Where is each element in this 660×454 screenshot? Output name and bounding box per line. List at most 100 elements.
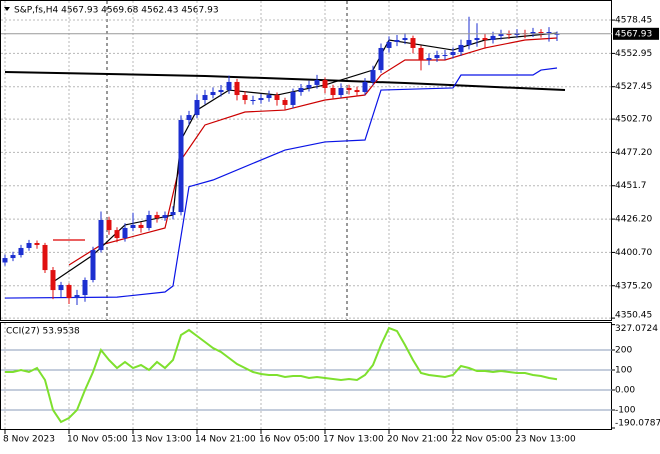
candle-body: [210, 92, 216, 96]
candle-body: [90, 250, 96, 280]
candle-body: [42, 244, 48, 271]
candle-body: [106, 219, 112, 231]
indicator-line: [4, 67, 558, 299]
x-tick-label: 13 Nov 13:00: [131, 435, 192, 445]
candle-body: [458, 44, 464, 53]
candle-body: [226, 81, 232, 91]
main-panel: [0, 0, 612, 321]
candle-body: [122, 227, 128, 239]
candle-body: [218, 90, 224, 93]
candle-body: [546, 32, 552, 34]
candle-body: [74, 295, 80, 299]
cci-title: CCI(27) 53.9538: [6, 327, 80, 337]
candle-body: [98, 219, 104, 251]
y-tick-label: 4502.70: [615, 115, 652, 125]
candle-body: [82, 279, 88, 296]
indicator-line: [68, 37, 558, 266]
candle-body: [162, 215, 168, 219]
candle-body: [354, 90, 360, 93]
candle-body: [10, 255, 16, 259]
candle-body: [402, 38, 408, 40]
x-tick-label: 23 Nov 13:00: [515, 435, 576, 445]
x-tick-label: 17 Nov 13:00: [323, 435, 384, 445]
candle-body: [154, 215, 160, 219]
y-tick-label: 4578.45: [615, 16, 652, 26]
candle-body: [114, 230, 120, 239]
candle-body: [50, 270, 56, 291]
candle-body: [266, 95, 272, 99]
candle-body: [306, 84, 312, 88]
y-tick-label: 4426.20: [615, 215, 652, 225]
candle-body: [18, 247, 24, 256]
candle-body: [258, 98, 264, 100]
y-tick-label: 4527.45: [615, 82, 652, 92]
candle-body: [298, 87, 304, 93]
candle-body: [58, 284, 64, 291]
candle-body: [378, 47, 384, 71]
candle-body: [34, 243, 40, 245]
y-tick-label: 4552.95: [615, 49, 652, 59]
y-tick-label: 327.0724: [615, 324, 658, 334]
candle-body: [170, 212, 176, 216]
candle-body: [474, 38, 480, 40]
x-tick-label: 8 Nov 2023: [3, 435, 55, 445]
candle-body: [290, 92, 296, 105]
candle-body: [26, 243, 32, 248]
candle-body: [282, 99, 288, 105]
candle-body: [66, 284, 72, 299]
candle-body: [242, 95, 248, 100]
last-price-label: 4567.93: [615, 29, 652, 39]
candle-body: [146, 215, 152, 228]
candle-body: [138, 224, 144, 228]
indicator-line: [52, 32, 558, 283]
candle-body: [362, 81, 368, 93]
candle-body: [202, 95, 208, 100]
candle-body: [274, 95, 280, 100]
menu-arrow[interactable]: [4, 7, 10, 11]
candle-body: [330, 87, 336, 96]
candle-body: [130, 224, 136, 228]
y-tick-label: 0.00: [615, 385, 635, 395]
x-tick-label: 16 Nov 05:00: [259, 435, 320, 445]
last-price-box: [613, 27, 659, 40]
candle-body: [178, 119, 184, 213]
candle-body: [370, 70, 376, 82]
y-tick-label: 4350.45: [615, 311, 652, 321]
candle-body: [322, 79, 328, 88]
candle-body: [498, 33, 504, 36]
candle-body: [482, 38, 488, 40]
x-tick-label: 10 Nov 05:00: [67, 435, 128, 445]
candle-body: [538, 32, 544, 34]
y-tick-label: 4477.20: [615, 148, 652, 158]
y-tick-label: -190.0787: [615, 419, 660, 429]
candle-body: [466, 39, 472, 45]
cci-line: [5, 326, 558, 424]
candle-body: [490, 35, 496, 40]
y-tick-label: -100: [615, 405, 636, 415]
candle-body: [314, 79, 320, 85]
candle-body: [2, 258, 8, 263]
candle-body: [506, 33, 512, 36]
candle-body: [410, 38, 416, 48]
x-tick-label: 22 Nov 05:00: [451, 435, 512, 445]
cci-panel: [0, 322, 612, 430]
indicator-line: [4, 71, 566, 92]
candle-body: [394, 39, 400, 42]
candle-body: [186, 115, 192, 120]
candle-body: [194, 99, 200, 116]
candle-body: [234, 81, 240, 96]
x-tick-label: 20 Nov 21:00: [387, 435, 448, 445]
candle-body: [450, 52, 456, 56]
y-tick-label: 4400.70: [615, 248, 652, 258]
candle-body: [442, 55, 448, 57]
candle-body: [434, 55, 440, 59]
chart-title: S&P,fs,H4 4567.93 4569.68 4562.43 4567.9…: [14, 6, 219, 16]
candle-body: [250, 99, 256, 101]
candle-body: [418, 47, 424, 60]
candle-body: [386, 41, 392, 48]
y-tick-label: 100: [615, 366, 632, 376]
candle-body: [346, 87, 352, 91]
candle-body: [426, 58, 432, 60]
candle-body: [338, 87, 344, 96]
